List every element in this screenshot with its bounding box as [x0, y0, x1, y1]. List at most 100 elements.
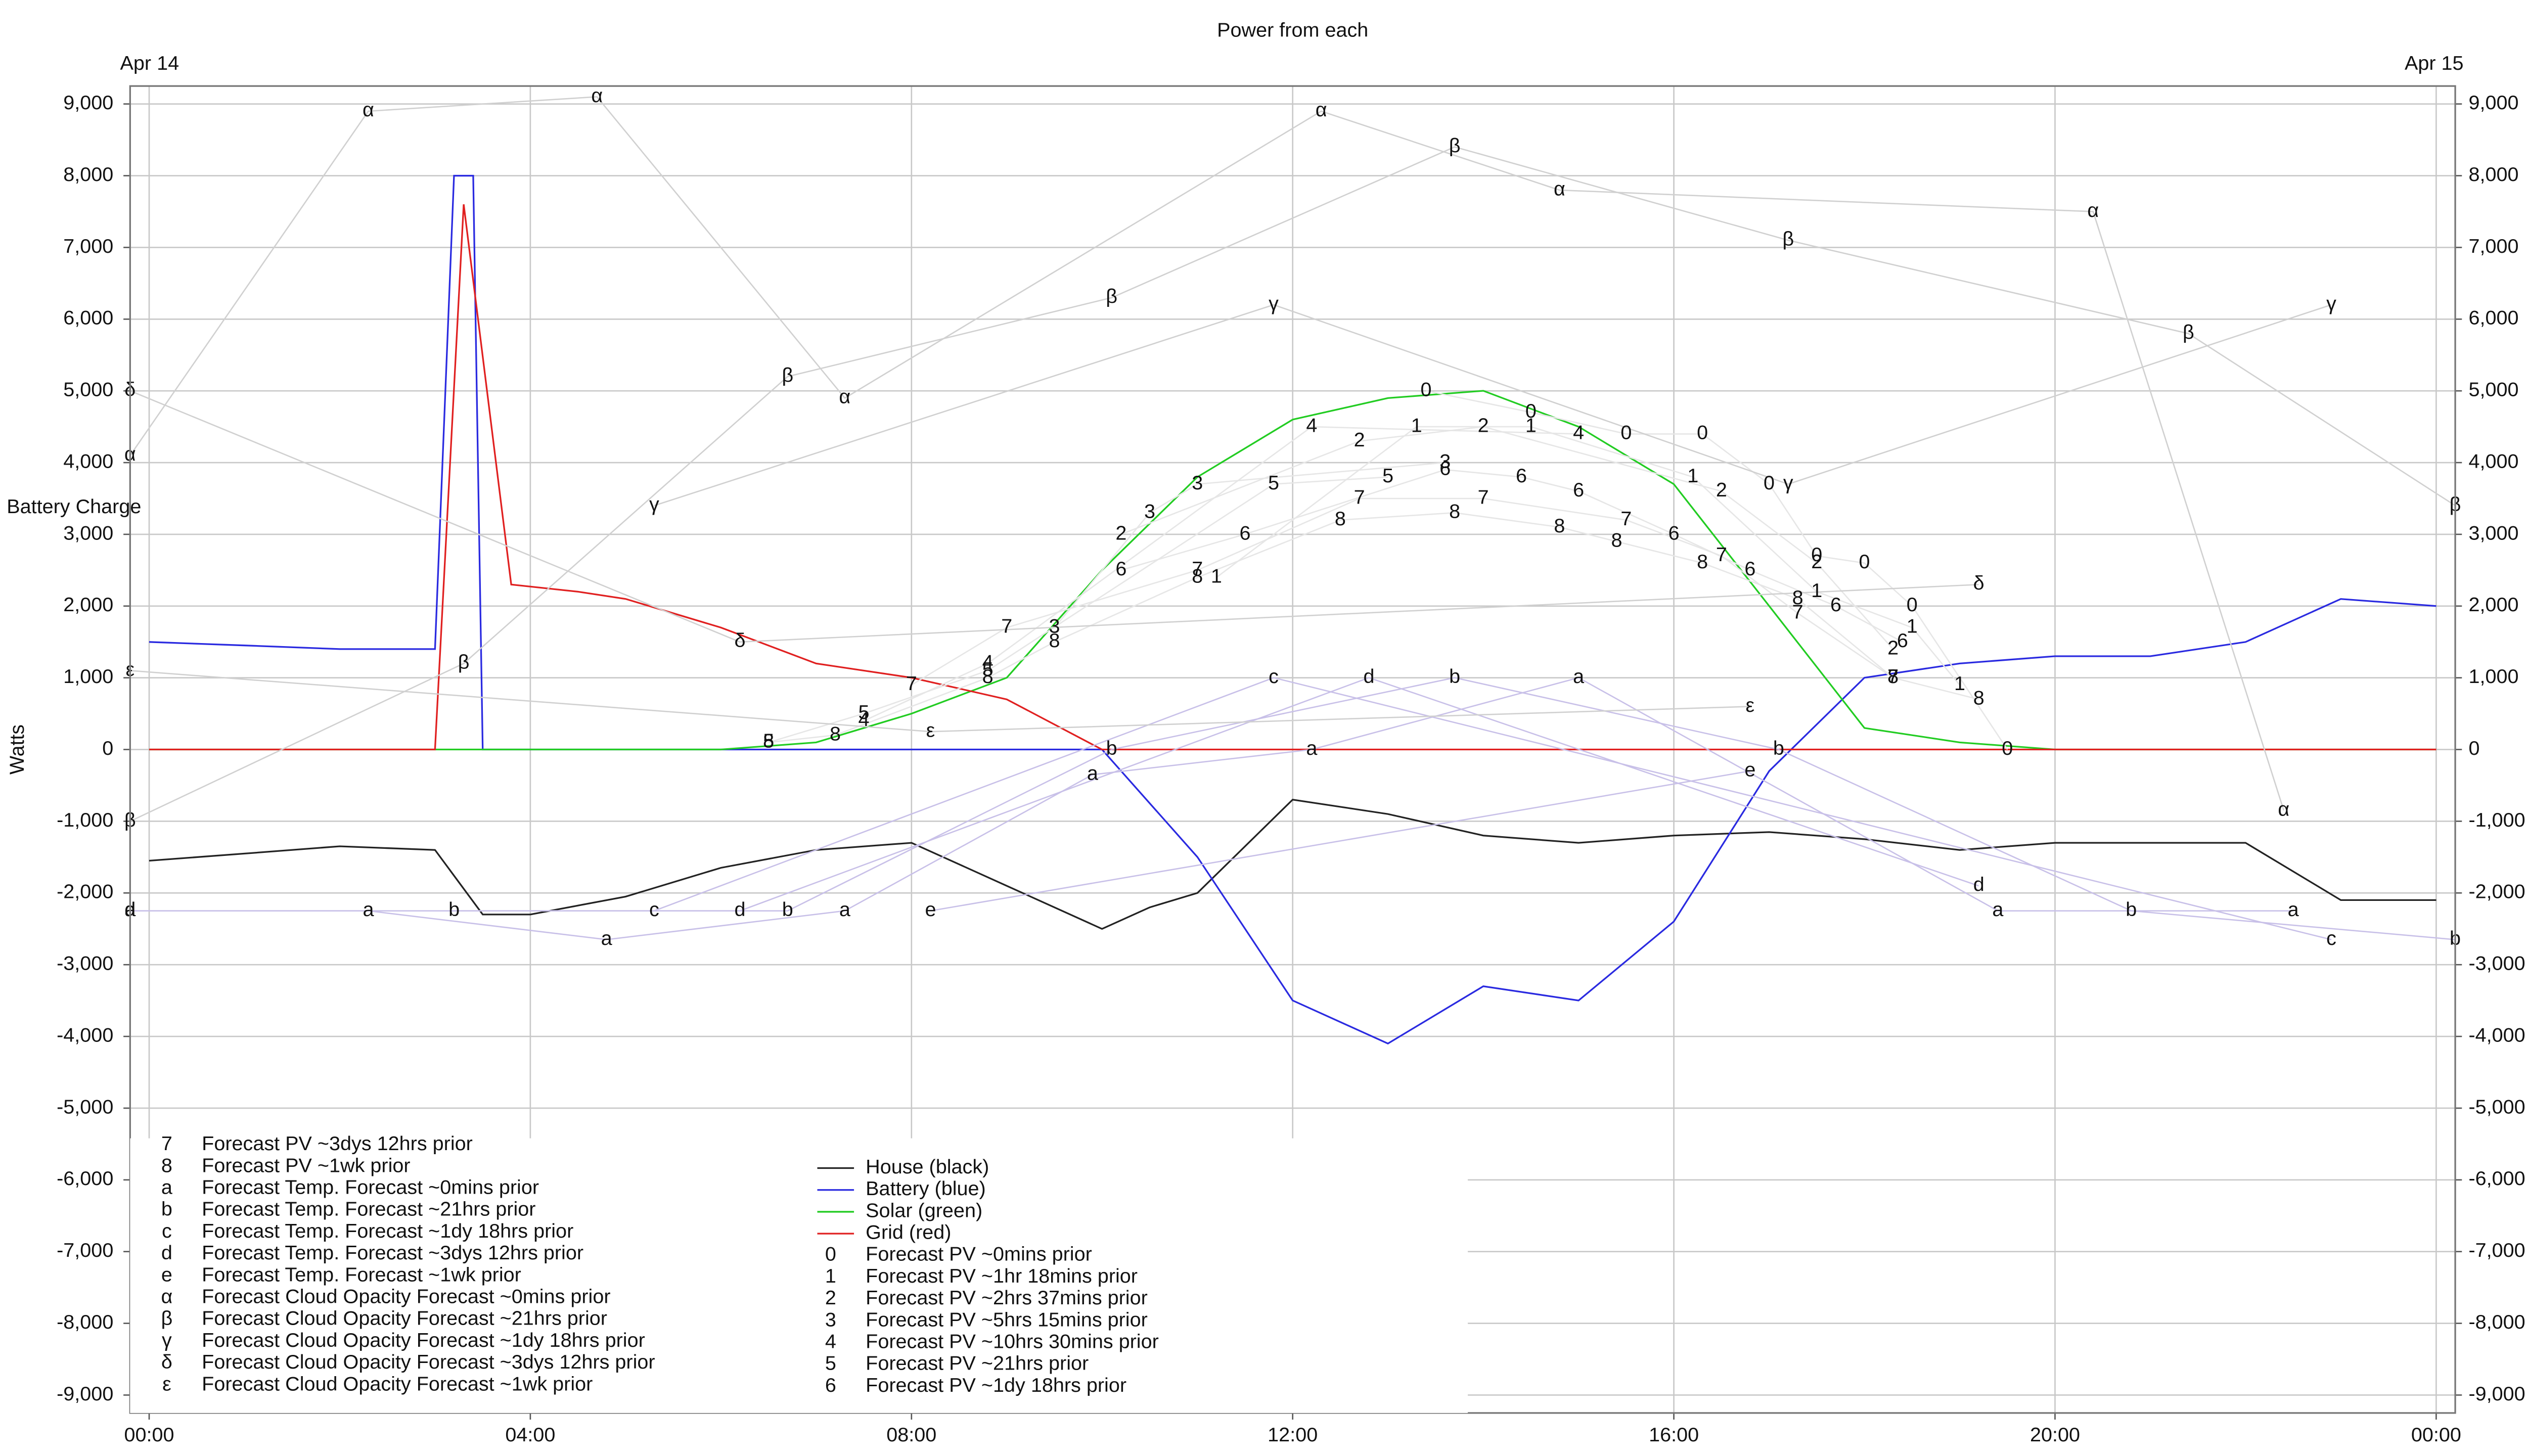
y-tick-label: -1,000: [57, 809, 113, 831]
point-marker: 2: [1354, 429, 1365, 451]
y2-tick-label: 4,000: [2468, 450, 2518, 473]
y2-tick-label: -4,000: [2468, 1024, 2525, 1046]
point-marker: 8: [982, 665, 994, 688]
point-marker: 8: [1192, 565, 1203, 587]
chart-title: Power from each: [1217, 19, 1368, 41]
point-marker: 0: [1811, 543, 1822, 566]
point-marker: c: [649, 898, 659, 921]
point-marker: c: [1269, 665, 1279, 688]
y2-tick-label: -7,000: [2468, 1239, 2525, 1261]
legend-label: Forecast PV ~21hrs prior: [866, 1352, 1089, 1375]
legend-marker: 8: [161, 1154, 172, 1176]
series-line: [129, 146, 2456, 822]
point-marker: α: [591, 84, 603, 107]
point-marker: 6: [1239, 522, 1250, 544]
point-marker: β: [2183, 321, 2194, 343]
point-marker: β: [1106, 285, 1117, 307]
legend-label: Forecast Cloud Opacity Forecast ~3dys 12…: [202, 1351, 655, 1373]
point-marker: 5: [982, 658, 994, 680]
legend-marker: 0: [825, 1243, 836, 1265]
legend-marker: β: [161, 1307, 173, 1330]
point-marker: δ: [1973, 572, 1984, 595]
point-marker: 1: [1411, 415, 1422, 437]
point-marker: a: [839, 898, 850, 921]
y2-tick-label: 6,000: [2468, 307, 2518, 329]
series-line: [454, 677, 2456, 940]
series-line: [1121, 426, 1893, 650]
y-tick-label: 3,000: [63, 522, 113, 544]
point-marker: 8: [1049, 629, 1060, 652]
x-tick-label: 00:00: [2411, 1424, 2461, 1446]
series-line: [1216, 426, 1960, 686]
legend-marker: 7: [161, 1132, 172, 1155]
legend-label: Forecast Cloud Opacity Forecast ~1wk pri…: [202, 1373, 593, 1395]
legend-label: Forecast Temp. Forecast ~3dys 12hrs prio…: [202, 1242, 583, 1264]
point-marker: 5: [1268, 472, 1279, 494]
series-line: [1426, 390, 2008, 750]
point-marker: 7: [1478, 486, 1489, 508]
point-marker: b: [448, 898, 460, 921]
point-marker: 0: [1525, 400, 1537, 422]
point-marker: 6: [1744, 558, 1755, 580]
point-marker: e: [925, 898, 936, 921]
legend-label: Forecast PV ~1wk prior: [202, 1154, 410, 1176]
point-marker: 8: [1973, 687, 1984, 709]
point-marker: 7: [1792, 601, 1803, 623]
series-line: [149, 204, 2436, 751]
point-marker: 0: [1421, 379, 1432, 401]
legend-label: Forecast Cloud Opacity Forecast ~0mins p…: [202, 1286, 610, 1308]
point-marker: 8: [1697, 551, 1708, 573]
point-marker: 7: [906, 672, 917, 695]
point-marker: 8: [1449, 500, 1460, 523]
legend-marker: 5: [825, 1352, 836, 1375]
x-tick-label: 12:00: [1268, 1424, 1318, 1446]
y2-tick-label: 9,000: [2468, 92, 2518, 114]
y2-tick-label: 3,000: [2468, 522, 2518, 544]
point-marker: b: [1449, 665, 1460, 688]
point-marker: d: [735, 898, 746, 921]
legend-label: Forecast PV ~1hr 18mins prior: [866, 1265, 1138, 1287]
y2-tick-label: 5,000: [2468, 379, 2518, 401]
point-marker: 7: [1887, 665, 1899, 688]
point-marker: 3: [1192, 472, 1203, 494]
point-marker: 4: [1306, 415, 1317, 437]
y2-tick-label: -3,000: [2468, 952, 2525, 975]
point-marker: 8: [1335, 508, 1346, 530]
point-marker: e: [1744, 759, 1755, 781]
y-tick-label: -9,000: [57, 1383, 113, 1405]
point-marker: γ: [1783, 472, 1793, 494]
y-tick-label: 1,000: [63, 665, 113, 688]
point-marker: 3: [1144, 500, 1155, 523]
point-marker: 0: [1697, 422, 1708, 444]
legend: House (black)Battery (blue)Solar (green)…: [130, 1132, 1468, 1413]
point-marker: 0: [1907, 594, 1918, 616]
point-marker: γ: [2326, 292, 2336, 314]
point-marker: c: [2326, 927, 2336, 949]
point-marker: ε: [1746, 694, 1755, 716]
point-marker: b: [2126, 898, 2137, 921]
x-tick-label: 20:00: [2030, 1424, 2080, 1446]
legend-label: Forecast PV ~5hrs 15mins prior: [866, 1308, 1148, 1331]
point-marker: a: [1306, 737, 1317, 759]
series-line: [769, 512, 1979, 743]
point-marker: 1: [1907, 615, 1918, 638]
legend-marker: c: [162, 1220, 172, 1242]
legend-marker: ε: [162, 1373, 171, 1395]
point-marker: α: [2087, 199, 2099, 221]
x-tick-label: 08:00: [886, 1424, 936, 1446]
y-tick-label: -2,000: [57, 881, 113, 903]
legend-label: Forecast PV ~1dy 18hrs prior: [866, 1374, 1126, 1396]
point-marker: a: [1992, 898, 2003, 921]
legend-marker: d: [161, 1242, 172, 1264]
legend-label: Solar (green): [866, 1199, 982, 1221]
series-line: [129, 96, 2285, 811]
y2-tick-label: 0: [2468, 737, 2479, 759]
y2-tick-label: 2,000: [2468, 594, 2518, 616]
point-marker: 6: [1439, 458, 1451, 480]
point-marker: a: [2288, 898, 2299, 921]
point-marker: 1: [1687, 465, 1698, 487]
point-marker: 6: [1573, 479, 1584, 501]
point-marker: 5: [1382, 465, 1393, 487]
